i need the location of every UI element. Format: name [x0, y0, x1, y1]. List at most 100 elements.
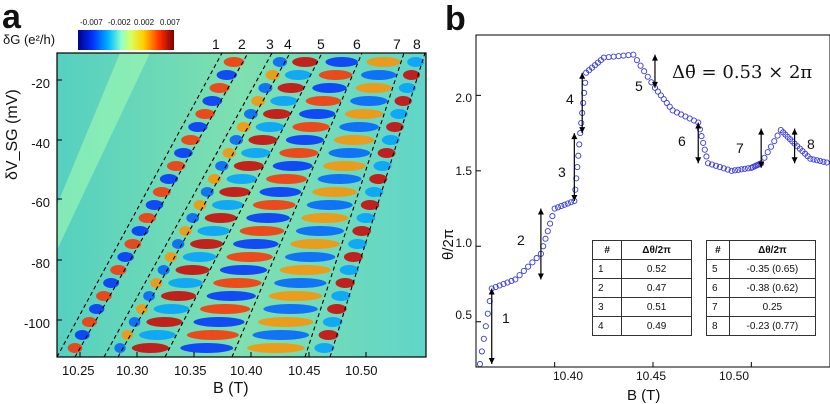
- conductance-blob: [317, 174, 362, 184]
- data-point: [576, 141, 583, 148]
- data-point: [728, 167, 735, 174]
- data-point: [701, 146, 708, 153]
- arrow-head-up: [651, 54, 658, 61]
- conductance-blob: [398, 83, 416, 93]
- conductance-blob: [124, 239, 142, 249]
- table-cell: 4: [591, 316, 623, 336]
- conductance-blob: [135, 304, 148, 314]
- conductance-blob: [197, 226, 230, 236]
- data-point: [771, 138, 778, 145]
- colorbar-title: δG (e²/h): [3, 32, 56, 47]
- data-point: [660, 96, 667, 103]
- data-point: [581, 89, 588, 96]
- data-point: [605, 54, 612, 61]
- data-point: [533, 255, 540, 262]
- conductance-blob: [164, 252, 178, 262]
- conductance-blob: [247, 343, 305, 353]
- conductance-blob: [204, 213, 237, 223]
- conductance-blob: [343, 252, 363, 262]
- data-point: [561, 201, 568, 208]
- data-point: [578, 119, 585, 127]
- data-point: [823, 159, 830, 166]
- table-header: #: [706, 240, 730, 260]
- conductance-blob: [292, 122, 330, 132]
- conductance-blob: [274, 278, 327, 288]
- data-point: [512, 276, 519, 283]
- table-header: Δθ/2π: [621, 240, 692, 260]
- data-point: [708, 161, 716, 168]
- conductance-blob: [145, 200, 164, 210]
- conductance-blob: [175, 265, 210, 275]
- conductance-blob: [356, 213, 376, 223]
- colorbar: [78, 30, 174, 50]
- y-tick-a: -100: [23, 316, 50, 331]
- data-point: [476, 360, 483, 368]
- data-point: [615, 53, 622, 60]
- data-point: [544, 228, 551, 235]
- conductance-blob: [279, 148, 319, 158]
- conductance-blob: [327, 304, 347, 314]
- conductance-blob: [348, 239, 367, 249]
- conductance-blob: [152, 187, 171, 197]
- data-point: [716, 163, 723, 171]
- data-point: [654, 88, 661, 95]
- data-point: [817, 157, 824, 165]
- dashed-line: [164, 52, 323, 358]
- data-point: [731, 167, 738, 174]
- conductance-blob: [292, 57, 319, 67]
- conductance-blob: [277, 83, 305, 93]
- step-label: 5: [635, 78, 643, 94]
- table-cell: 7: [706, 297, 730, 317]
- arrow-head-up: [488, 288, 495, 295]
- conductance-blob: [233, 239, 279, 249]
- line-number: 7: [393, 36, 401, 52]
- conductance-blob: [186, 213, 200, 223]
- conductance-blob: [157, 265, 170, 275]
- conductance-blob: [272, 161, 313, 171]
- conductance-blob: [323, 161, 366, 171]
- dashed-line: [74, 52, 249, 358]
- conductance-blob: [328, 148, 371, 158]
- conductance-blob: [369, 174, 388, 184]
- conductance-blob: [299, 109, 336, 119]
- pale-band: [57, 53, 150, 250]
- data-point: [764, 149, 771, 156]
- data-point: [486, 298, 493, 305]
- conductance-blob: [209, 83, 230, 93]
- conductance-blob: [322, 317, 343, 327]
- conductance-blob: [103, 278, 120, 288]
- conductance-blob: [266, 174, 307, 184]
- data-point: [529, 259, 536, 266]
- conductance-blob: [381, 135, 400, 145]
- data-point: [577, 130, 584, 137]
- conductance-blob: [159, 174, 179, 184]
- table-cell: -0.38 (0.62): [728, 278, 817, 298]
- conductance-blob: [251, 96, 266, 106]
- heatmap-frame: [56, 52, 427, 358]
- x-tick-a: 10.50: [345, 363, 378, 378]
- conductance-blob: [139, 330, 176, 340]
- conductance-blob: [394, 96, 412, 106]
- conductance-blob: [114, 343, 126, 353]
- arrow-head-up: [579, 72, 586, 79]
- arrow-head-down: [579, 127, 586, 134]
- data-point: [625, 52, 632, 59]
- x-tick-a: 10.30: [116, 363, 149, 378]
- data-point: [582, 79, 589, 86]
- conductance-blob: [284, 70, 312, 80]
- table-steps-5-8: # Δθ/2π 5 -0.35 (0.65) 6 -0.38 (0.62) 7 0.25…: [706, 240, 817, 336]
- conductance-blob: [121, 330, 134, 340]
- data-point: [620, 52, 627, 59]
- arrow-head-down: [651, 81, 658, 88]
- conductance-blob: [213, 278, 262, 288]
- conductance-blob: [81, 317, 98, 327]
- data-point: [564, 200, 571, 207]
- table-row: 7 0.25: [706, 297, 817, 317]
- table-cell: -0.35 (0.65): [728, 259, 817, 279]
- data-point: [516, 272, 523, 279]
- data-point: [741, 165, 748, 172]
- table-cell: 0.25: [728, 297, 817, 317]
- conductance-blob: [252, 200, 296, 210]
- conductance-blob: [239, 226, 285, 236]
